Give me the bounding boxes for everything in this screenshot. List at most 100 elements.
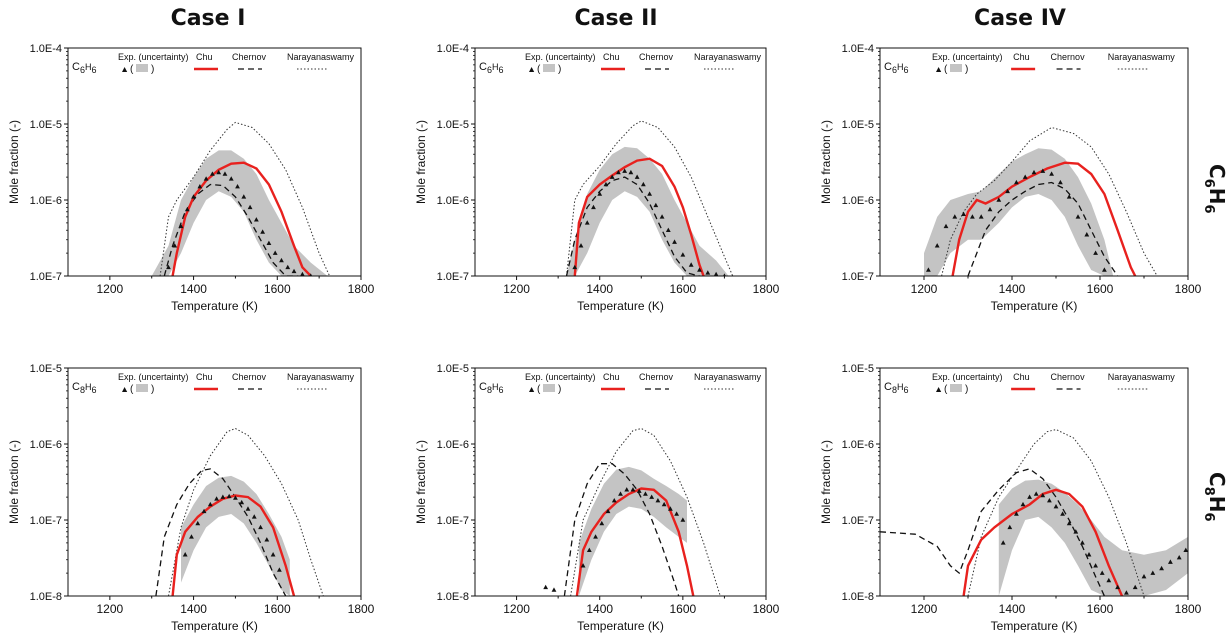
- y-axis-label: Mole fraction (-): [7, 120, 21, 204]
- exp-marker: [1124, 590, 1129, 595]
- chu-curve: [951, 161, 1137, 276]
- y-axis-label: Mole fraction (-): [414, 120, 428, 204]
- exp-marker: [605, 508, 611, 514]
- exp-marker: [593, 534, 598, 539]
- legend-species-label: C6H6: [479, 61, 503, 75]
- exp-marker: [1084, 232, 1090, 237]
- y-tick-label: 1.0E-4: [437, 43, 469, 55]
- species-text-part: 8: [80, 385, 85, 395]
- species-text-part: 6: [903, 385, 908, 395]
- species-text-part: 6: [91, 385, 96, 395]
- column-title-case-ii: Case II: [574, 6, 658, 31]
- y-tick-label: 1.0E-7: [30, 515, 62, 527]
- exp-marker: [572, 264, 578, 270]
- exp-marker: [653, 202, 659, 208]
- legend-chernov-label: Chernov: [1051, 372, 1086, 382]
- x-axis-label: Temperature (K): [991, 299, 1078, 313]
- y-tick-label: 1.0E-6: [842, 195, 874, 207]
- exp-marker: [178, 223, 184, 229]
- exp-marker: [603, 181, 609, 187]
- exp-marker: [1168, 559, 1173, 564]
- exp-marker: [611, 497, 617, 503]
- plot-frame: [474, 367, 767, 597]
- y-tick-label: 1.0E-7: [437, 271, 469, 283]
- exp-marker: [201, 508, 207, 514]
- legend-exp-paren-close: ): [965, 384, 968, 395]
- exp-marker: [172, 243, 178, 248]
- y-tick-label: 1.0E-7: [842, 515, 874, 527]
- chart-panel-1: 1200 1400 1600 1800 1.0E-7 1.0E-6 1.0E-5 1.0E-4…: [7, 43, 375, 313]
- legend-exp-paren-close: ): [558, 64, 561, 75]
- x-tick-label: 1600: [670, 282, 697, 296]
- exp-marker: [634, 174, 640, 179]
- y-tick-label: 1.0E-6: [30, 439, 62, 451]
- x-tick-label: 1200: [503, 602, 530, 616]
- exp-marker: [1058, 179, 1063, 185]
- exp-marker: [1053, 504, 1059, 509]
- y-tick-label: 1.0E-5: [437, 363, 469, 375]
- plot-frame: [879, 367, 1189, 597]
- exp-marker: [647, 191, 652, 196]
- y-tick-label: 1.0E-6: [842, 439, 874, 451]
- column-title-case-iv: Case IV: [974, 6, 1066, 31]
- species-text-part: H: [85, 62, 92, 72]
- narayanaswamy-curve: [566, 120, 734, 276]
- exp-marker: [943, 223, 949, 229]
- plot-frame: [67, 47, 362, 277]
- exp-marker: [584, 220, 590, 225]
- exp-marker: [1150, 570, 1156, 575]
- species-text-part: C: [72, 381, 80, 393]
- exp-marker: [226, 493, 232, 499]
- exp-marker: [624, 487, 630, 492]
- species-text-part: C: [72, 61, 80, 73]
- x-tick-label: 1400: [999, 282, 1026, 296]
- species-text-part: H: [897, 382, 904, 392]
- exp-marker: [591, 204, 596, 210]
- exp-marker: [597, 191, 603, 196]
- exp-marker: [266, 240, 272, 246]
- y-axis-label: Mole fraction (-): [414, 440, 428, 524]
- uncertainty-band: [566, 146, 729, 276]
- exp-marker: [182, 552, 188, 557]
- plot-area: [880, 428, 1188, 596]
- exp-marker: [1007, 524, 1013, 530]
- legend-chu-label: Chu: [603, 52, 620, 62]
- species-text-part: C: [479, 61, 487, 73]
- exp-marker: [1093, 563, 1098, 568]
- legend-exp-paren-close: ): [151, 64, 154, 75]
- exp-marker: [680, 252, 686, 257]
- chernov-curve: [967, 181, 1119, 276]
- plot-frame: [879, 47, 1189, 277]
- chu-curve: [573, 157, 705, 276]
- species-text-part: 6: [498, 385, 503, 395]
- plot-area: [155, 427, 324, 596]
- legend-chernov-label: Chernov: [232, 52, 267, 62]
- legend-exp-paren-close: ): [965, 64, 968, 75]
- exp-marker: [272, 250, 278, 255]
- plot-area: [543, 427, 721, 596]
- species-text-part: C: [884, 61, 892, 73]
- x-axis-label: Temperature (K): [991, 619, 1078, 633]
- exp-marker: [291, 268, 297, 274]
- exp-marker: [1093, 250, 1098, 255]
- exp-marker: [220, 494, 226, 499]
- species-text-part: 6: [80, 65, 85, 75]
- y-tick-label: 1.0E-8: [842, 591, 874, 603]
- legend-narayanaswamy-label: Narayanaswamy: [1108, 372, 1176, 382]
- chernov-curve: [565, 176, 700, 276]
- exp-marker: [214, 496, 219, 501]
- exp-marker: [551, 587, 557, 592]
- uncertainty-band: [578, 466, 687, 596]
- exp-marker: [628, 169, 634, 175]
- exp-marker: [622, 168, 628, 173]
- legend-exp-paren-open: (: [537, 384, 541, 395]
- x-tick-label: 1200: [97, 282, 124, 296]
- exp-marker: [643, 491, 648, 496]
- legend-chu-label: Chu: [1013, 372, 1030, 382]
- y-tick-label: 1.0E-5: [842, 363, 874, 375]
- plot-frame: [67, 367, 362, 597]
- exp-marker: [276, 567, 282, 572]
- exp-marker: [970, 214, 975, 219]
- species-text-part: C: [479, 381, 487, 393]
